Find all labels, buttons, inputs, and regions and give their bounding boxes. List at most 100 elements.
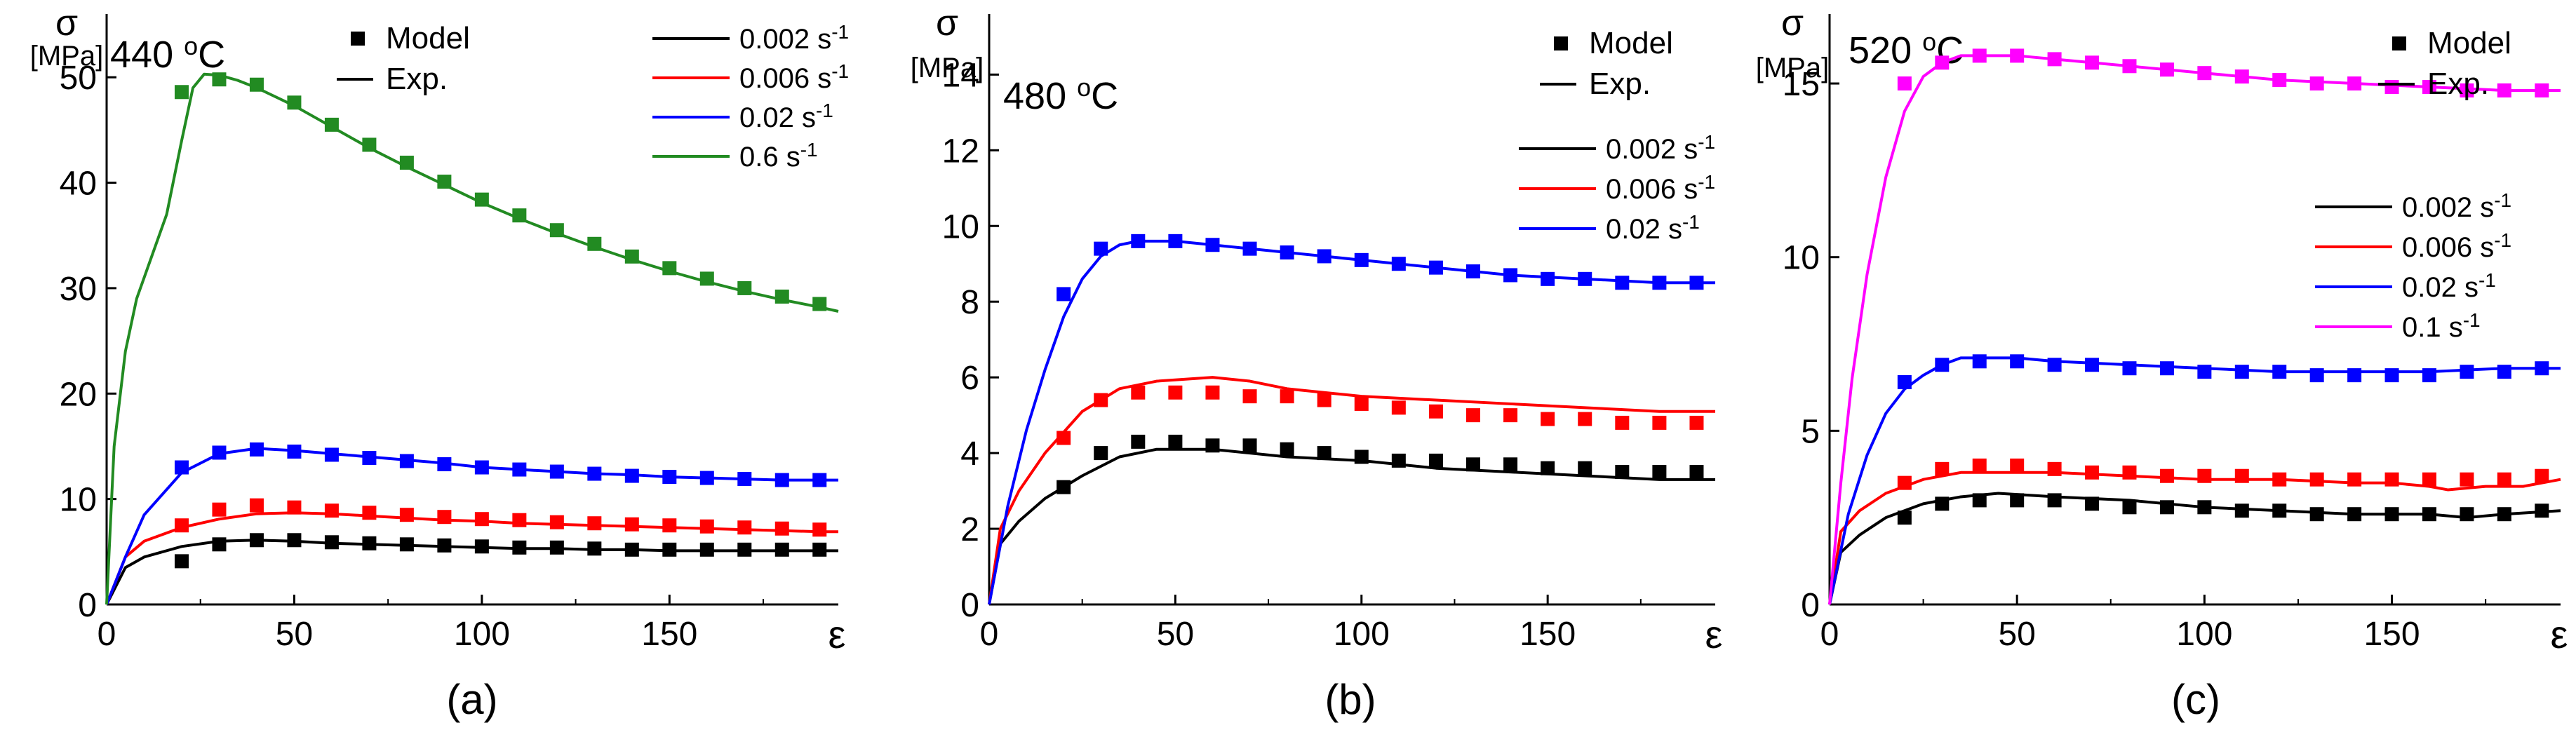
model-point (2159, 468, 2174, 483)
model-point (1897, 76, 1912, 91)
legend-exp: -1 (1698, 131, 1715, 153)
model-point (662, 518, 677, 533)
legend-exp: -1 (831, 60, 849, 82)
temperature-unit: oC (1077, 73, 1118, 117)
panel-label: (c) (2171, 676, 2220, 723)
model-point (2535, 361, 2549, 376)
model-point (1935, 496, 1950, 511)
model-point (1317, 446, 1331, 461)
temperature-label: 440 oC (110, 32, 225, 76)
legend-exp-label: Exp. (2427, 67, 2489, 101)
legend-label-0.006: 0.006 s-1 (1606, 171, 1715, 205)
model-point (624, 249, 639, 264)
model-point (174, 518, 189, 533)
series-0.02 (988, 234, 1715, 605)
model-point (2422, 80, 2436, 95)
model-point (1935, 55, 1950, 70)
model-point (1280, 442, 1294, 457)
legend-rate: 0.02 (2402, 272, 2457, 303)
model-point (1354, 252, 1369, 267)
legend-label-0.002: 0.002 s-1 (1606, 131, 1715, 165)
model-point (474, 460, 489, 475)
model-point (1205, 385, 1220, 400)
exp-line-0.02 (1828, 356, 2561, 605)
y-tick-label: 5 (1801, 413, 1820, 450)
model-point (2047, 358, 2062, 372)
legend-unit: s (794, 102, 816, 133)
model-point (1503, 268, 1518, 283)
y-axis-symbol: σ (936, 3, 958, 43)
model-point (399, 454, 414, 468)
model-point (2497, 472, 2511, 487)
model-point (2010, 458, 2025, 473)
model-point (774, 521, 789, 536)
model-point (1131, 434, 1146, 449)
model-point (624, 517, 639, 532)
model-point (2460, 365, 2474, 379)
legend-model-exp: Model Exp. (337, 21, 470, 96)
model-point (812, 542, 827, 557)
y-axis-unit: [MPa] (30, 41, 103, 72)
model-point (1935, 461, 1950, 476)
model-point (212, 537, 227, 552)
model-point (174, 460, 189, 475)
model-point (1094, 393, 1108, 407)
model-point (1391, 257, 1406, 271)
model-point (774, 289, 789, 304)
model-point (2197, 365, 2212, 379)
legend-model-marker (2392, 36, 2406, 50)
legend-exp: -1 (2494, 189, 2511, 211)
model-point (437, 457, 452, 472)
model-point (2085, 55, 2100, 70)
model-point (2309, 507, 2324, 522)
y-tick-label: 40 (60, 165, 97, 203)
legend-model-label: Model (1589, 26, 1673, 60)
model-point (699, 471, 714, 485)
x-tick-label: 100 (1334, 616, 1390, 653)
model-point (1428, 260, 1443, 275)
model-point (2085, 465, 2100, 480)
legend-model-label: Model (2427, 26, 2511, 60)
model-point (2085, 496, 2100, 511)
model-point (1615, 415, 1630, 430)
model-point (2422, 368, 2436, 383)
model-point (549, 223, 564, 238)
y-tick-label: 6 (960, 360, 979, 397)
legend-label-0.002: 0.002 s-1 (2402, 189, 2511, 223)
legend-unit: s (2441, 312, 2463, 343)
model-point (1897, 511, 1912, 525)
y-tick-label: 0 (78, 587, 97, 624)
model-point (1972, 354, 1987, 369)
panel-1: 0 50 100 150 0 10 20 30 40 50 σ[MPa] ε 440 oC Model Ex… (30, 3, 849, 723)
model-point (1652, 276, 1667, 290)
legend-rate: 0.006 (1606, 174, 1676, 205)
exp-line-0.002 (988, 447, 1715, 605)
legend-model-marker (351, 32, 365, 46)
model-point (2234, 69, 2249, 84)
x-tick-label: 100 (2176, 616, 2232, 653)
legend-rate: 0.006 (739, 63, 810, 94)
legend-rate: 0.02 (739, 102, 794, 133)
legend-unit: s (1676, 134, 1698, 165)
model-point (2347, 507, 2362, 522)
model-point (287, 444, 302, 459)
legend-model-exp: Model Exp. (2378, 26, 2511, 101)
y-tick-label: 20 (60, 376, 97, 413)
legend-label-0.02: 0.02 s-1 (739, 100, 833, 133)
legend-rate: 0.6 (739, 142, 779, 173)
model-point (437, 510, 452, 525)
model-point (1652, 415, 1667, 430)
x-tick-label: 100 (454, 616, 510, 653)
model-point (2159, 62, 2174, 77)
model-point (1897, 375, 1912, 390)
panel-2: 0 50 100 150 0 2 4 6 8 10 12 14 σ [MPa] ε 480 oC Model Ex… (911, 3, 1723, 723)
model-point (1354, 396, 1369, 411)
panel-3: 0 50 100 150 0 5 10 15 σ [MPa] ε 520 oC Model Exp. 0.0… (1756, 3, 2568, 723)
model-point (2122, 465, 2137, 480)
y-tick-label: 30 (60, 271, 97, 308)
model-point (212, 72, 227, 87)
model-point (287, 95, 302, 110)
legend-rate: 0.006 (2402, 232, 2472, 263)
